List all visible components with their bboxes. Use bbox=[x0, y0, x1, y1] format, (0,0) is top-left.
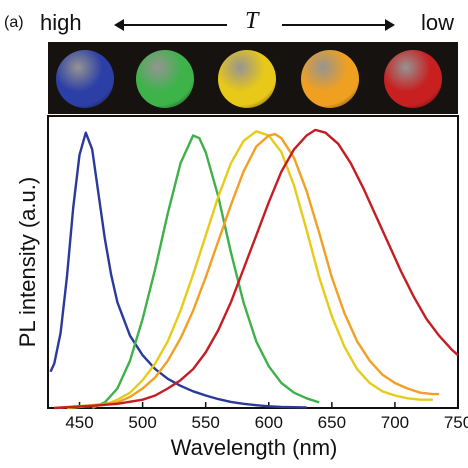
low-temperature-label: low bbox=[420, 10, 454, 35]
pl-spectrum-line-3 bbox=[66, 130, 433, 410]
sample-sphere-4 bbox=[301, 50, 359, 108]
arrow-right-icon bbox=[282, 19, 395, 31]
x-tick-label-700: 700 bbox=[381, 413, 409, 432]
sample-sphere-3 bbox=[218, 50, 276, 108]
plot-frame bbox=[47, 115, 459, 409]
sample-sphere-1 bbox=[56, 50, 114, 108]
temperature-header: (a) high T low bbox=[0, 8, 468, 40]
sample-sphere-2 bbox=[136, 50, 194, 108]
x-tick-label-550: 550 bbox=[192, 413, 220, 432]
arrow-left-icon bbox=[114, 19, 227, 31]
high-temperature-label: high bbox=[40, 10, 82, 35]
pl-spectrum-line-2 bbox=[91, 134, 320, 410]
x-axis-title: Wavelength (nm) bbox=[170, 435, 338, 460]
panel-label: (a) bbox=[4, 14, 24, 31]
x-tick-label-750: 750 bbox=[444, 413, 468, 432]
pl-spectrum-line-1 bbox=[49, 131, 307, 409]
sample-photo-strip bbox=[48, 42, 458, 114]
sample-sphere-5 bbox=[384, 50, 442, 108]
pl-spectrum-line-4 bbox=[54, 132, 440, 410]
x-tick-label-600: 600 bbox=[255, 413, 283, 432]
x-tick-label-650: 650 bbox=[318, 413, 346, 432]
temperature-symbol: T bbox=[245, 8, 259, 34]
y-axis-title: PL intensity (a.u.) bbox=[15, 176, 40, 348]
x-tick-label-450: 450 bbox=[65, 413, 93, 432]
pl-spectrum-line-5 bbox=[54, 128, 459, 410]
x-tick-label-500: 500 bbox=[128, 413, 156, 432]
